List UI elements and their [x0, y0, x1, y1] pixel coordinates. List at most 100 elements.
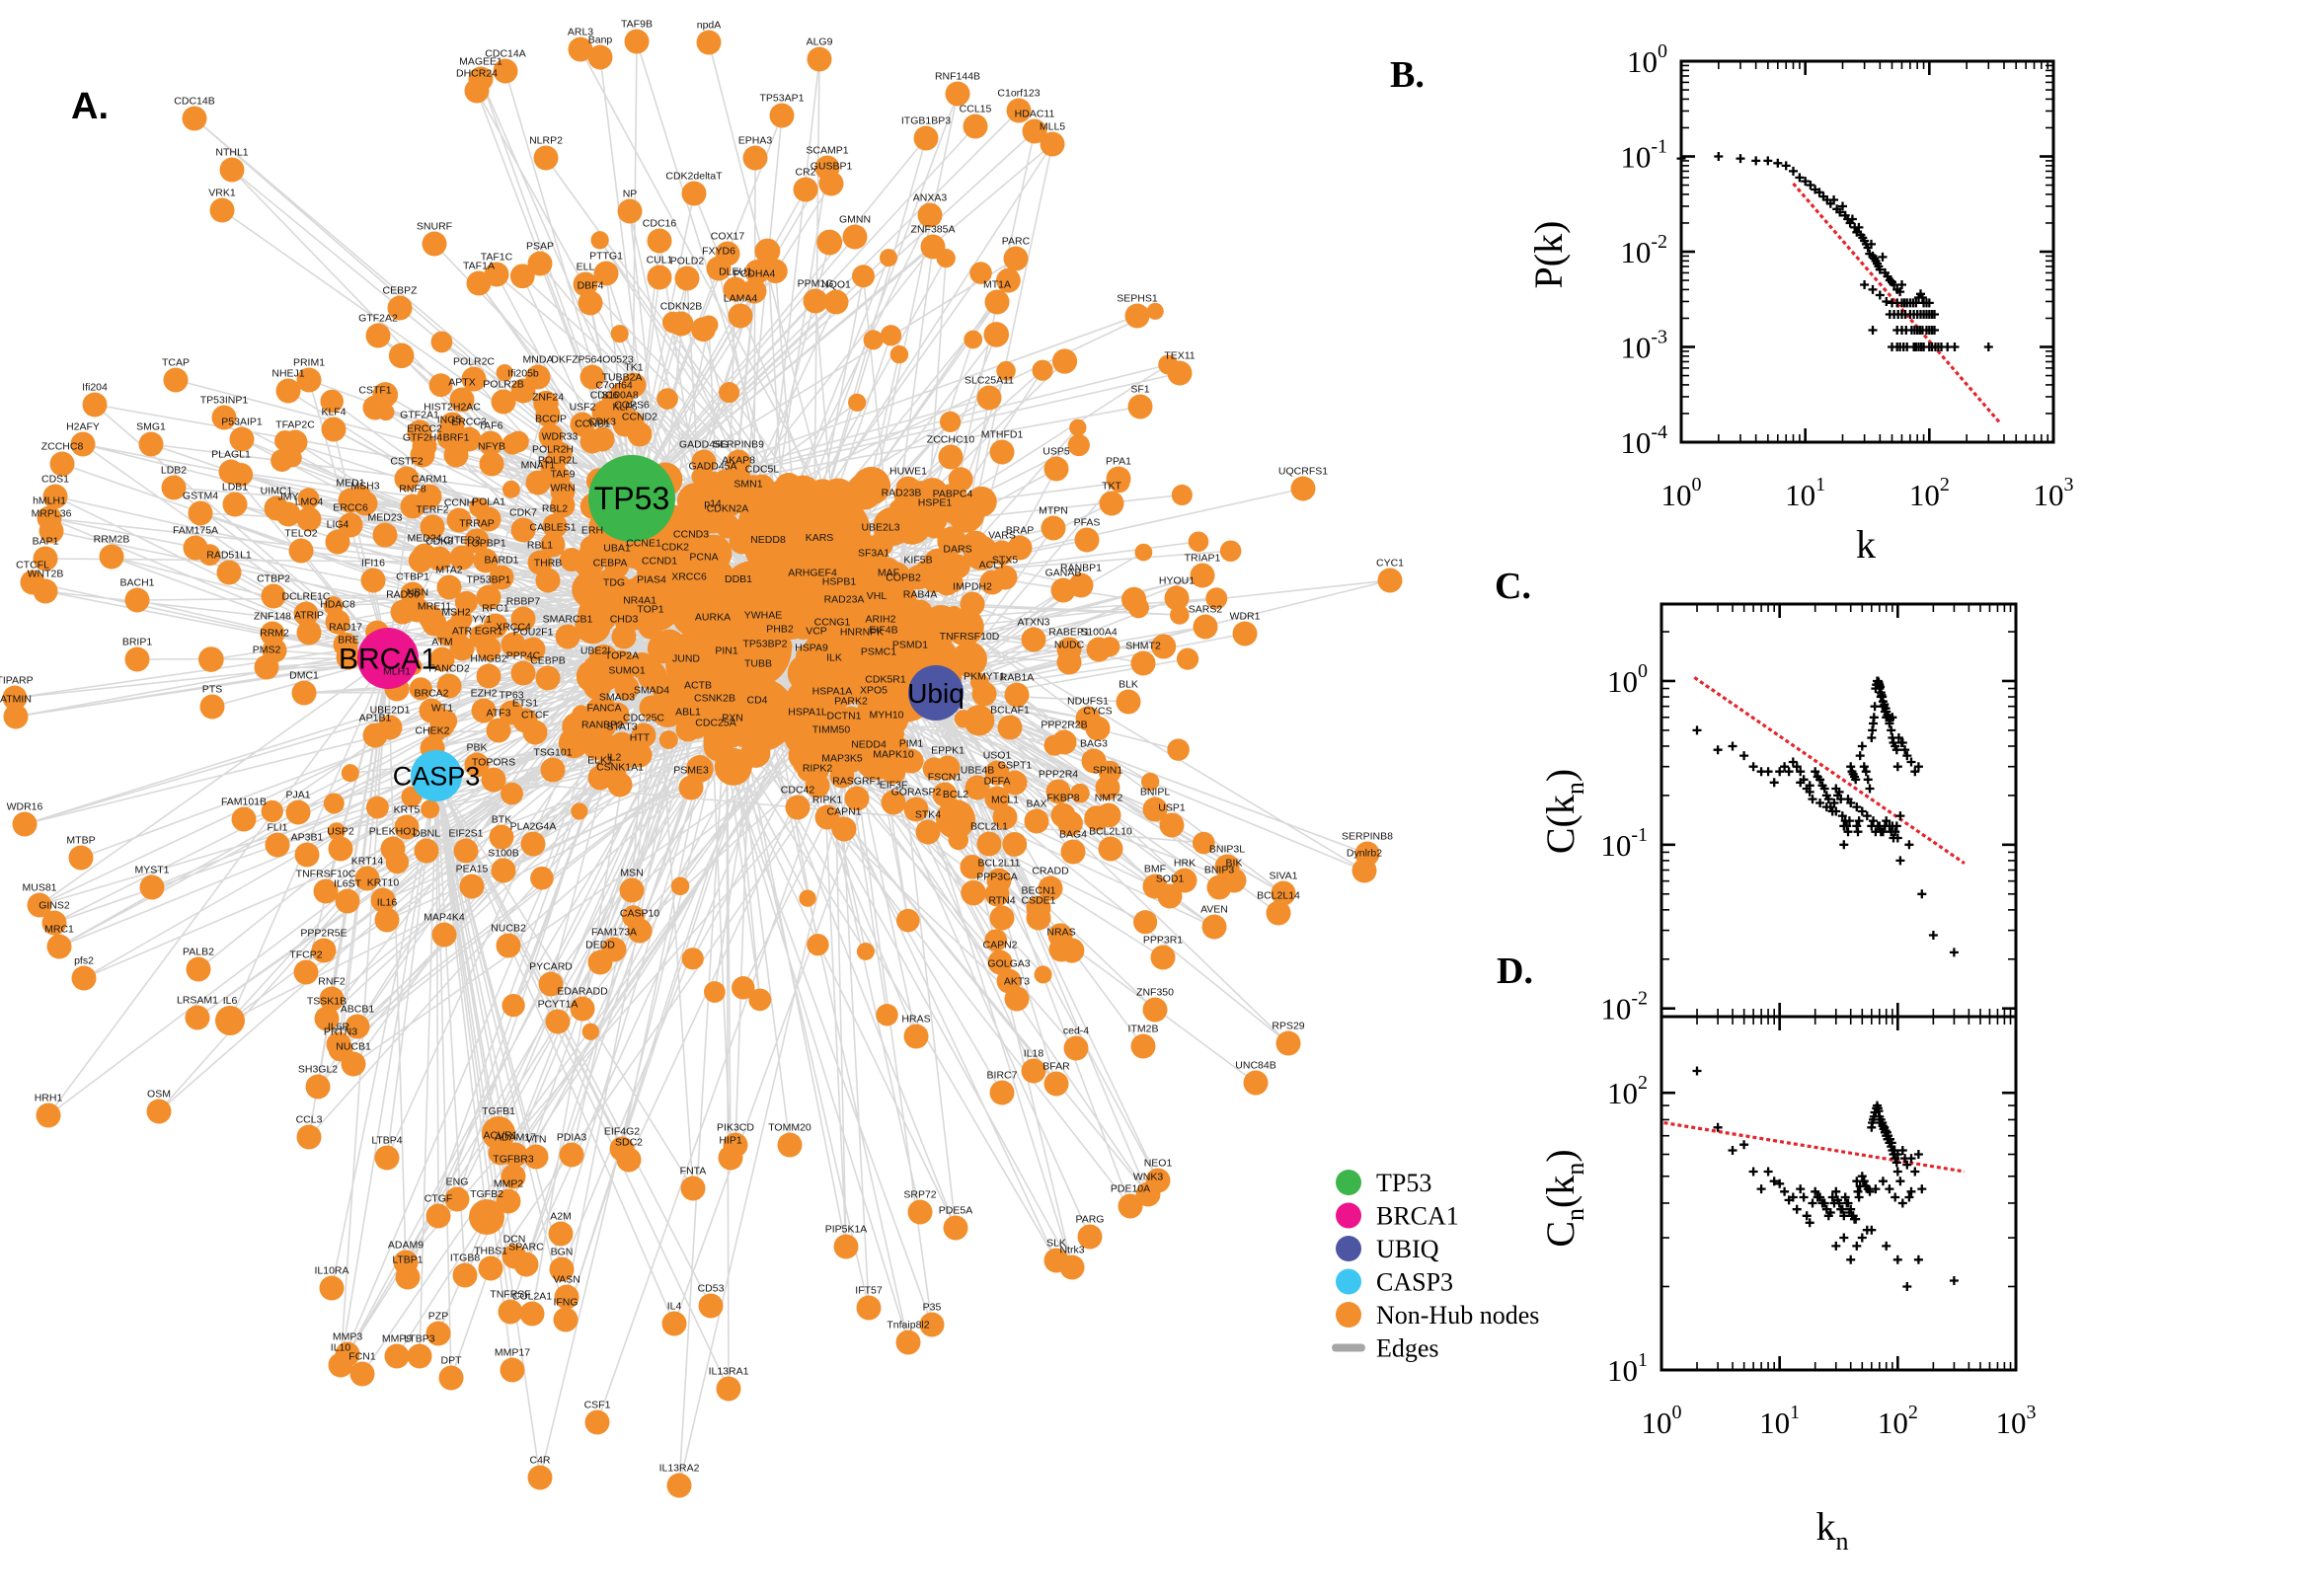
- network-node-label: BACH1: [119, 577, 154, 589]
- network-node: [146, 1099, 172, 1124]
- network-node: [222, 492, 248, 517]
- network-node: [1201, 914, 1227, 940]
- network-node-label: TOPBP1: [465, 538, 505, 550]
- network-node-label: FANCA: [586, 703, 621, 715]
- y-axis-title: C(kn​): [1538, 769, 1589, 854]
- network-node-label: PLA2G4A: [510, 821, 557, 833]
- network-node: [818, 734, 844, 760]
- network-node-label: RAD23A: [824, 594, 865, 606]
- network-node-label: FSCN1: [928, 772, 963, 784]
- network-node: [584, 1409, 610, 1435]
- network-node-label: AKT3: [1004, 976, 1030, 988]
- network-node-label: CDK2: [661, 542, 689, 554]
- network-node: [1059, 1254, 1085, 1280]
- y-tick-label: 100: [1627, 40, 1667, 79]
- network-node-label: MTHFD1: [981, 429, 1024, 441]
- network-node: [535, 402, 561, 427]
- network-node-label: RIPK1: [812, 795, 843, 806]
- network-node: [1004, 682, 1030, 708]
- network-node: [675, 717, 701, 742]
- network-node-label: USP1: [1158, 802, 1186, 814]
- network-node-label: RNF8: [399, 484, 426, 495]
- network-node: [1026, 905, 1051, 931]
- network-node-label: MSN: [620, 868, 643, 879]
- network-node: [681, 181, 707, 206]
- network-node: [254, 654, 279, 680]
- network-node: [461, 366, 487, 392]
- network-node-label: FLI1: [267, 822, 287, 834]
- network-node-label: NUCB2: [491, 923, 526, 935]
- network-node-label: PXN: [722, 713, 743, 724]
- network-node: [741, 278, 767, 304]
- network-node: [496, 933, 521, 958]
- network-node-label: AP3B1: [291, 832, 324, 844]
- network-node: [803, 288, 828, 314]
- network-node-label: MSH2: [441, 607, 470, 619]
- network-node-label: ATM: [431, 637, 452, 648]
- network-node: [638, 614, 663, 640]
- network-node: [82, 392, 108, 418]
- network-node-label: TCAP: [162, 357, 190, 369]
- network-node-label: APTX: [448, 377, 475, 389]
- network-node: [856, 942, 875, 960]
- network-node: [989, 1080, 1015, 1105]
- network-node-label: BCLAF1: [990, 705, 1030, 717]
- network-node-label: BNIPL: [1140, 787, 1171, 798]
- network-node-label: TOPORS: [472, 757, 515, 769]
- network-node: [597, 568, 623, 593]
- network-node-label: ADAM9: [388, 1240, 424, 1252]
- hub-node-brca1: [357, 628, 419, 689]
- network-node: [319, 1275, 345, 1301]
- network-node-label: GTF2H4: [403, 432, 442, 444]
- network-node-label: CCNH: [444, 497, 474, 509]
- network-node: [498, 1299, 523, 1325]
- network-node: [138, 431, 164, 457]
- network-node: [681, 948, 704, 970]
- network-node-label: NBN: [407, 587, 428, 599]
- network-node: [723, 1132, 748, 1158]
- network-node-label: ACTB: [684, 680, 712, 692]
- network-node: [631, 722, 656, 748]
- network-node: [616, 1147, 642, 1173]
- network-node-label: IL13RA1: [709, 1366, 749, 1378]
- network-node: [647, 566, 672, 591]
- legend-swatch-tp53: [1336, 1170, 1361, 1195]
- network-node: [325, 609, 350, 635]
- y-tick-label: 10-2: [1600, 988, 1648, 1026]
- network-node-label: ANXA3: [913, 192, 948, 204]
- network-node: [1159, 812, 1185, 838]
- network-node: [523, 1144, 549, 1170]
- network-node-label: HDAC8: [320, 599, 355, 611]
- network-node-label: npdA: [697, 20, 722, 32]
- network-node-label: CYCS: [1083, 706, 1112, 718]
- network-node: [624, 29, 650, 54]
- network-node: [409, 677, 432, 701]
- network-node: [471, 698, 497, 723]
- network-node-label: NHEJ1: [271, 368, 304, 380]
- network-node: [305, 1074, 331, 1100]
- network-node-label: GOLGA3: [987, 958, 1030, 970]
- network-node-label: PFAS: [1074, 517, 1101, 529]
- network-node: [948, 467, 973, 493]
- network-node: [1024, 808, 1049, 834]
- network-node: [421, 799, 440, 819]
- network-node: [861, 601, 892, 633]
- network-node: [874, 720, 899, 745]
- network-node: [464, 752, 490, 778]
- panel-letter-c: C.: [1495, 566, 1531, 607]
- network-node: [211, 405, 237, 430]
- panel-letter-d: D.: [1497, 950, 1533, 992]
- network-node-label: KARS: [806, 532, 834, 544]
- network-node-label: ZNF24: [532, 392, 564, 404]
- network-node: [555, 624, 580, 649]
- network-node: [754, 238, 781, 265]
- network-node: [374, 1145, 400, 1171]
- network-node: [197, 646, 224, 672]
- network-node: [1038, 875, 1063, 901]
- network-node-label: S100B: [488, 848, 519, 860]
- network-node-label: CCND1: [642, 556, 677, 568]
- network-node-label: BLK: [1119, 679, 1138, 691]
- network-node: [905, 565, 931, 590]
- network-node: [293, 601, 319, 627]
- network-node: [124, 646, 150, 672]
